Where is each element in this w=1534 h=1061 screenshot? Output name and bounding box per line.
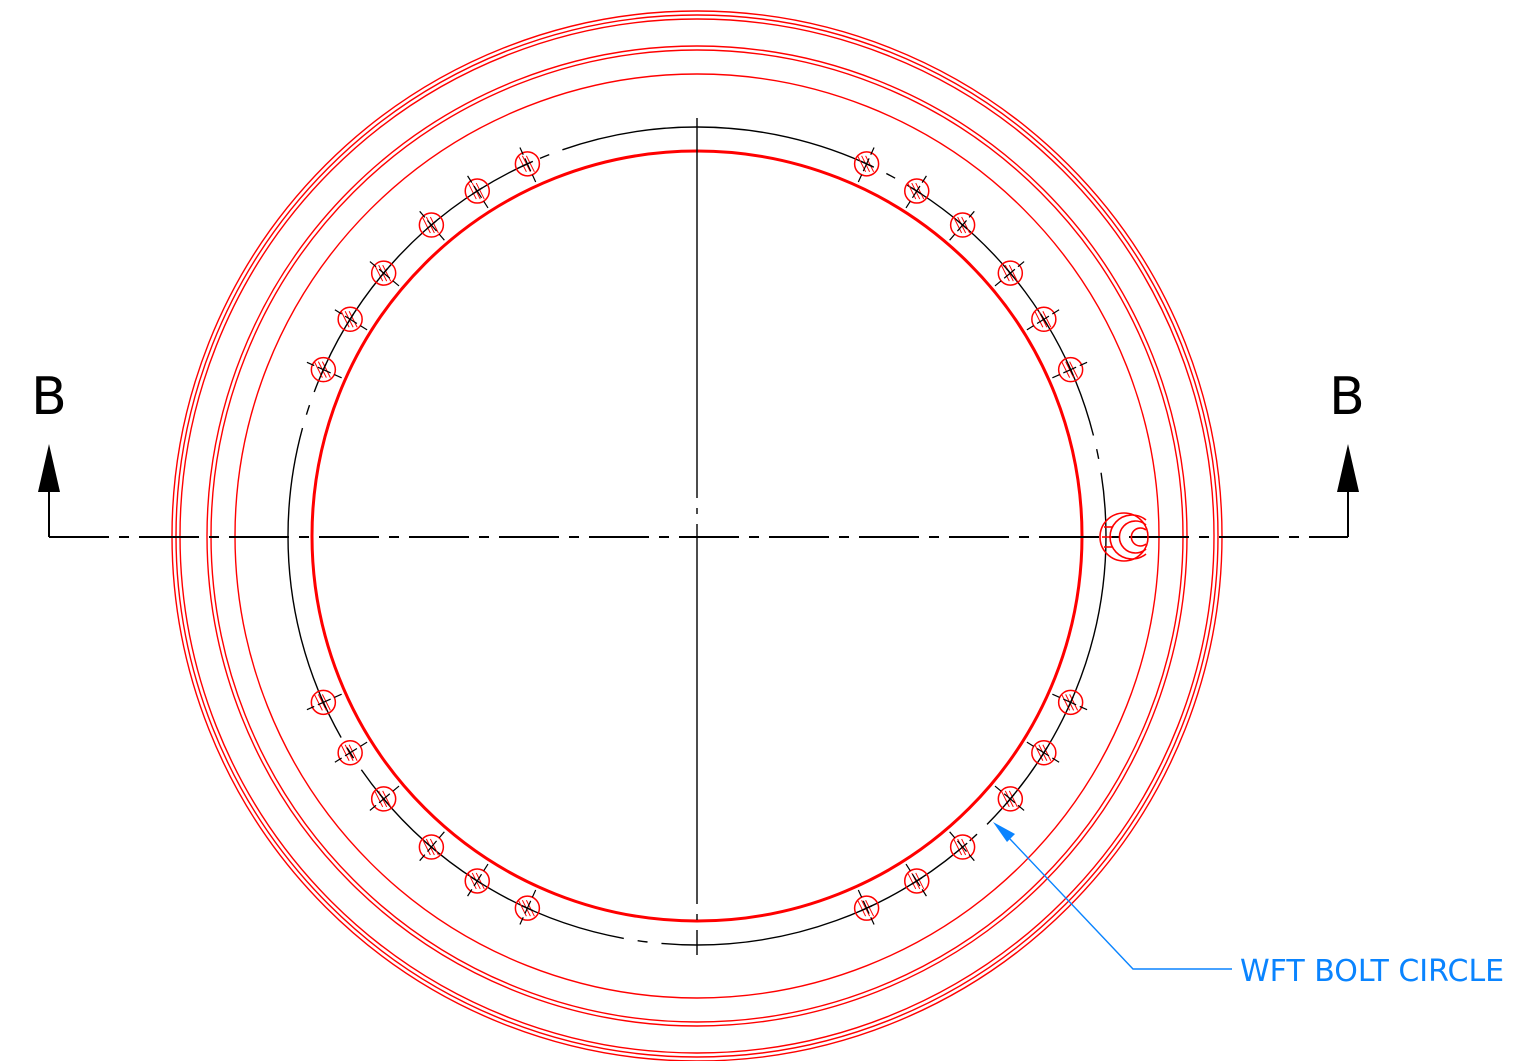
port-outer <box>1099 512 1149 562</box>
bolt-hole <box>904 173 930 209</box>
bolt-hole <box>367 259 400 287</box>
section-line-b-b <box>48 480 1349 538</box>
bolt-hole <box>949 209 977 241</box>
bolt-hole <box>332 739 368 766</box>
bolt-hole <box>1026 306 1062 333</box>
bolt-holes <box>304 145 1090 927</box>
callout-arrowhead <box>993 822 1015 842</box>
bolt-hole <box>994 259 1027 287</box>
section-arrow-left-head <box>38 444 60 492</box>
section-label-left: B <box>31 367 67 427</box>
bolt-hole <box>949 831 977 863</box>
callout-leader-line <box>1009 838 1232 970</box>
bolt-hole <box>464 863 490 899</box>
bolt-hole <box>853 145 880 183</box>
bolt-hole <box>514 145 541 183</box>
bolt-hole <box>367 785 400 813</box>
bolt-hole <box>304 356 342 383</box>
port-arc-2 <box>1118 520 1147 554</box>
bolt-hole <box>417 209 445 241</box>
bolt-hole <box>1026 739 1062 766</box>
port-arc-3 <box>1130 527 1147 547</box>
bolt-hole <box>994 785 1027 813</box>
section-arrow-right-head <box>1337 444 1359 492</box>
bolt-hole <box>514 889 541 927</box>
callout-label: WFT BOLT CIRCLE <box>1240 954 1504 989</box>
bolt-hole <box>464 173 490 209</box>
bolt-hole <box>853 889 880 927</box>
bolt-hole <box>304 689 342 716</box>
section-label-right: B <box>1329 367 1365 427</box>
bolt-hole <box>417 831 445 863</box>
bolt-hole <box>1052 356 1090 383</box>
port-fitting <box>1099 512 1149 562</box>
bolt-hole <box>904 863 930 899</box>
bolt-hole <box>332 306 368 333</box>
callout-wft-bolt-circle: WFT BOLT CIRCLE <box>993 822 1504 989</box>
bolt-hole <box>1052 689 1090 716</box>
